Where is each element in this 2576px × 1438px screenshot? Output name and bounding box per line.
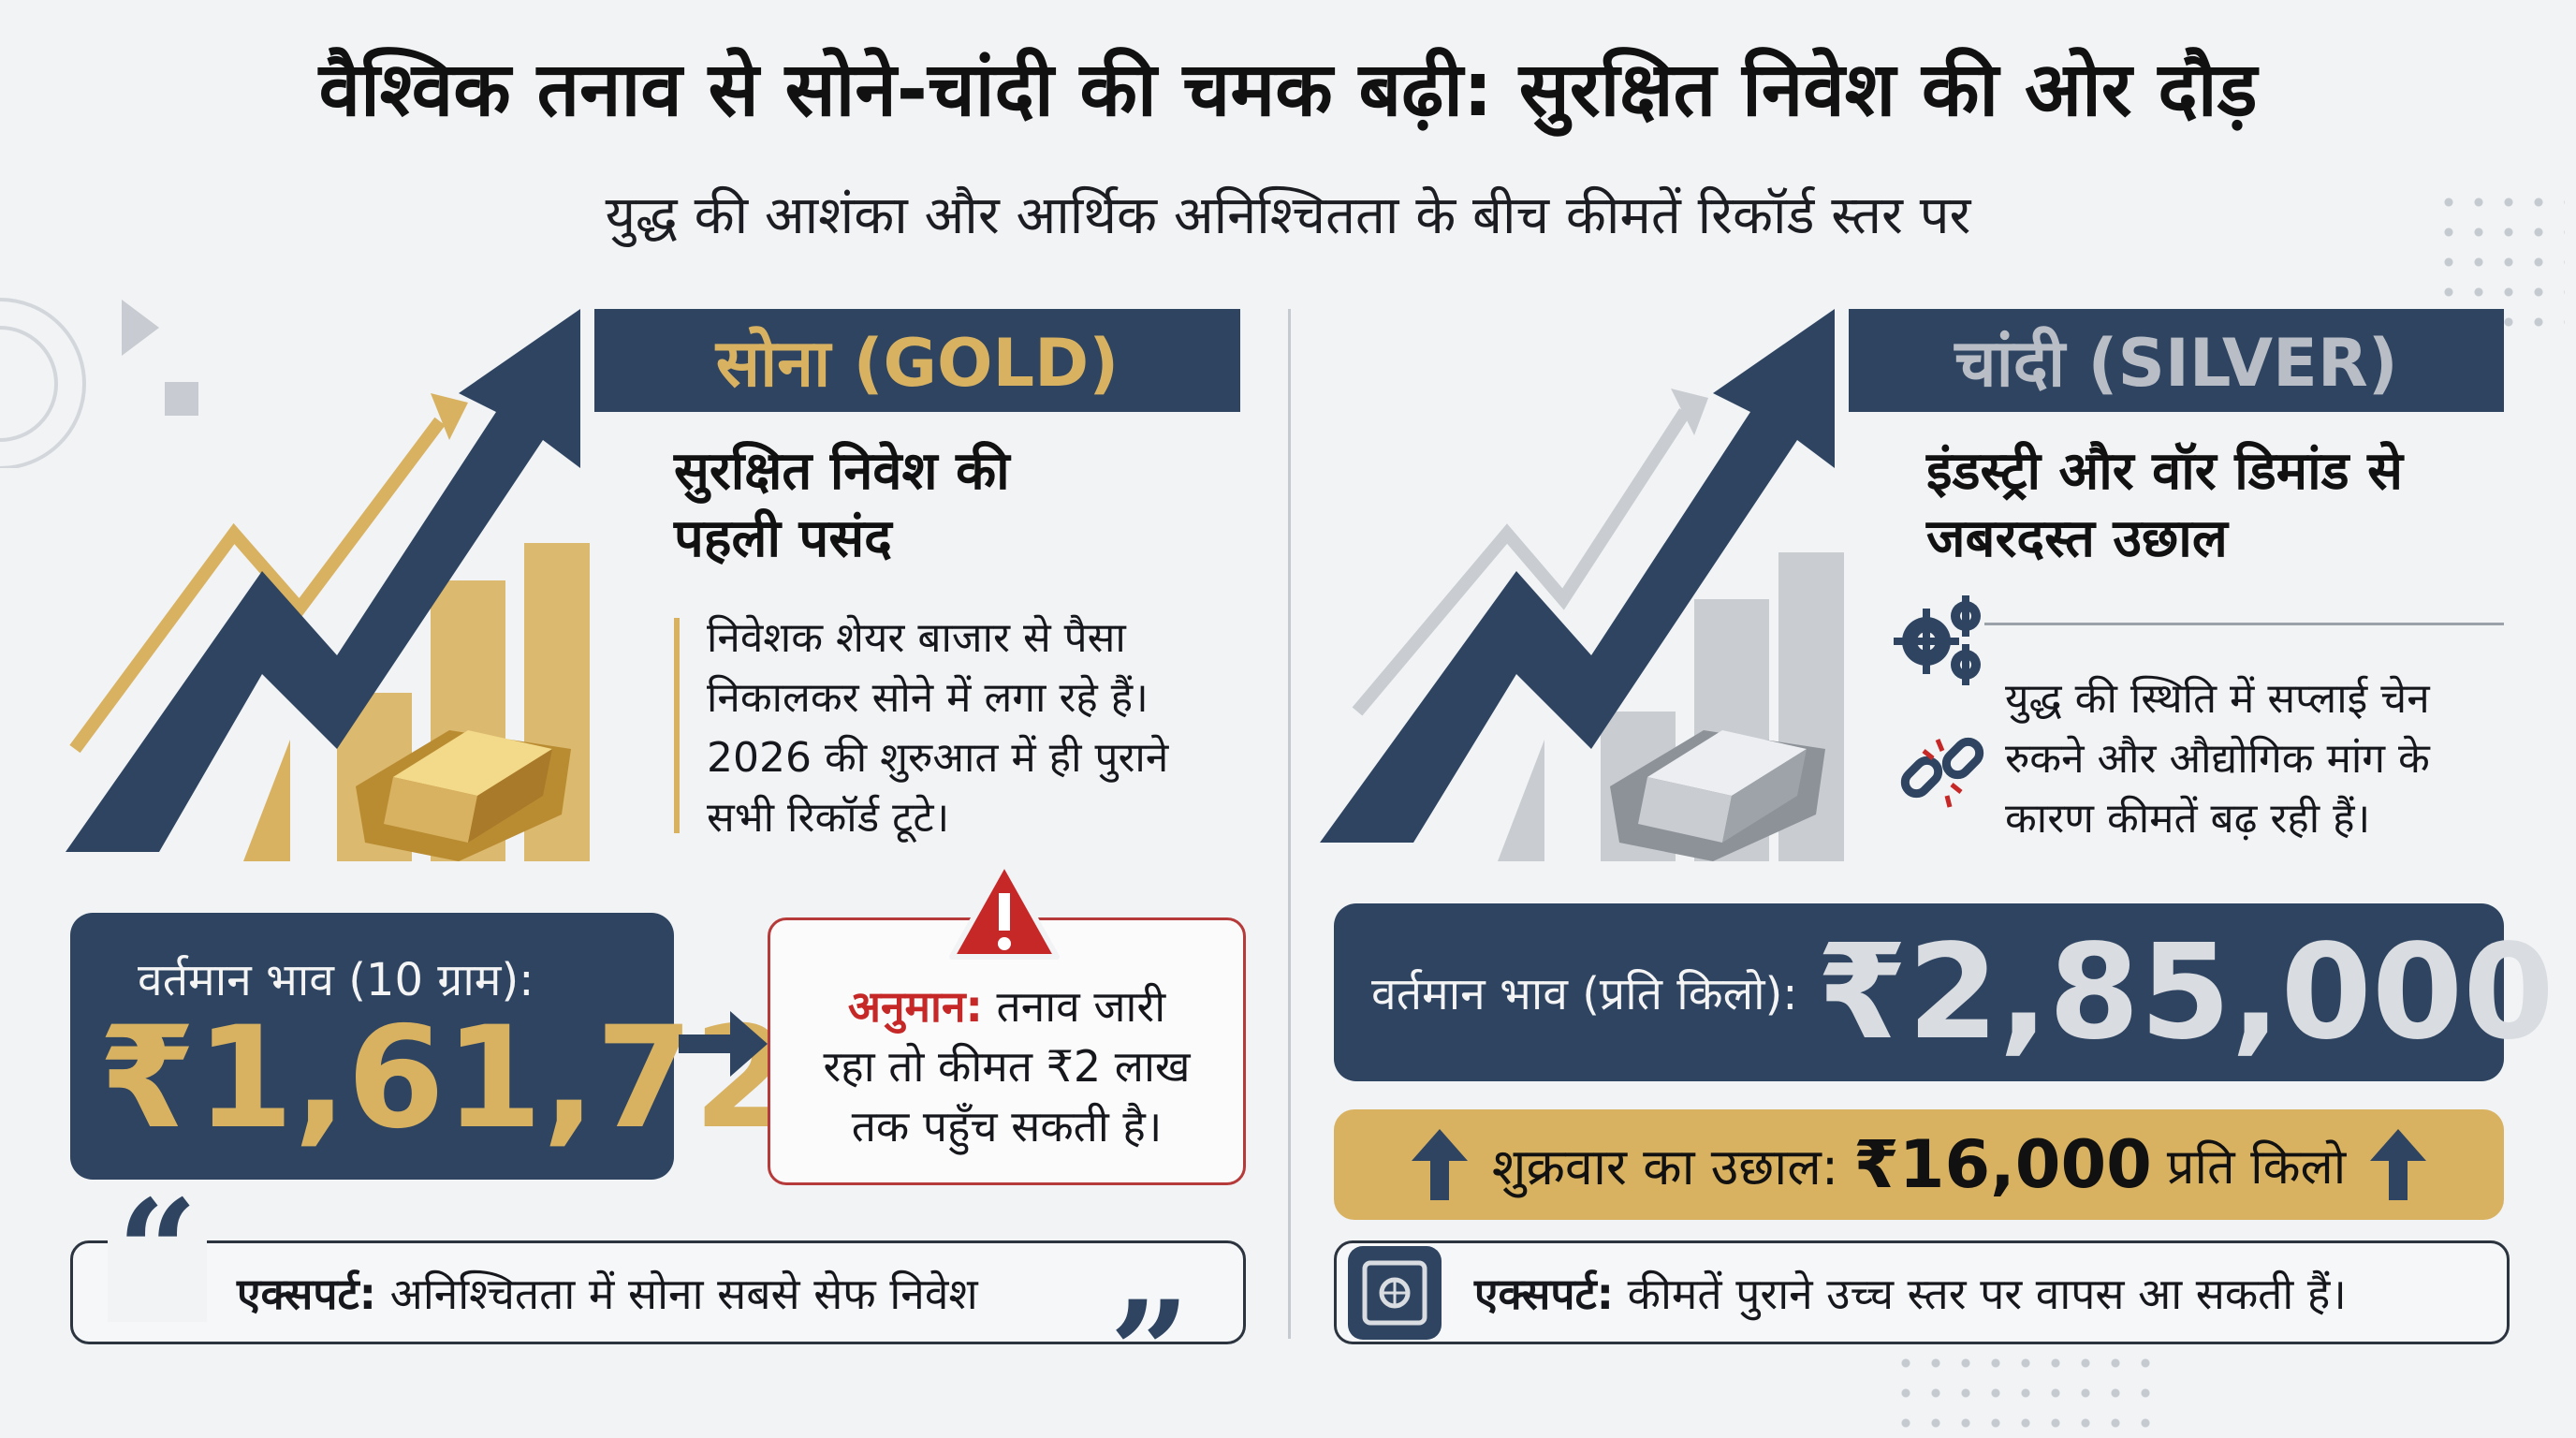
silver-quote-box: एक्सपर्ट: कीमतें पुराने उच्च स्तर पर वाप… xyxy=(1334,1240,2510,1344)
gold-quote-box: एक्सपर्ट: अनिश्चितता में सोना सबसे सेफ न… xyxy=(70,1240,1246,1344)
up-arrow-icon xyxy=(1411,1129,1468,1200)
gears-icon xyxy=(1894,595,1981,685)
silver-heading: इंडस्ट्री और वॉर डिमांड से जबरदस्त उछाल xyxy=(1926,438,2403,573)
gold-body-line: 2026 की शुरुआत में ही पुराने xyxy=(707,734,1169,782)
alert-prefix: अनुमान: xyxy=(847,981,983,1032)
jump-label: शुक्रवार का उछाल: xyxy=(1491,1137,1839,1196)
quote-close-icon: ” xyxy=(1109,1270,1191,1435)
alert-line2: रहा तो कीमत ₹2 लाख xyxy=(823,1041,1191,1092)
gold-alert-box: अनुमान: तनाव जारी रहा तो कीमत ₹2 लाख तक … xyxy=(768,917,1246,1185)
gold-price-box: वर्तमान भाव (10 ग्राम): ₹1,61,720 xyxy=(70,913,889,1180)
gold-heading: सुरक्षित निवेश की पहली पसंद xyxy=(674,438,1010,573)
quote-open-icon: “ xyxy=(108,1181,208,1322)
gold-bar-icon xyxy=(356,730,571,861)
broken-chain-icon xyxy=(1900,737,1984,808)
silver-bar-icon xyxy=(1610,730,1825,861)
silver-heading-line2: जबरदस्त उछाल xyxy=(1926,508,2228,569)
silver-quote-text: कीमतें पुराने उच्च स्तर पर वापस आ सकती ह… xyxy=(1614,1268,2347,1319)
jump-unit: प्रति किलो xyxy=(2166,1138,2347,1196)
silver-body-line: रुकने और औद्योगिक मांग के xyxy=(2005,735,2430,783)
gold-heading-line1: सुरक्षित निवेश की xyxy=(674,441,1010,502)
silver-body-line: कारण कीमतें बढ़ रही हैं। xyxy=(2005,795,2371,843)
silver-heading-line1: इंडस्ट्री और वॉर डिमांड से xyxy=(1926,441,2403,502)
decorative-dots-top-right xyxy=(2434,187,2565,328)
gold-quote-prefix: एक्सपर्ट: xyxy=(237,1268,377,1319)
silver-separator xyxy=(1984,623,2504,625)
silver-banner: चांदी (SILVER) xyxy=(1849,309,2504,412)
silver-quote-prefix: एक्सपर्ट: xyxy=(1474,1268,1615,1319)
jump-value: ₹16,000 xyxy=(1853,1126,2152,1203)
gold-price-label: वर्तमान भाव (10 ग्राम): xyxy=(138,954,534,1006)
up-arrow-icon xyxy=(2370,1129,2427,1200)
silver-body: युद्ध की स्थिति में सप्लाई चेन रुकने और … xyxy=(2005,669,2430,849)
gold-body-line: सभी रिकॉर्ड टूटे। xyxy=(707,794,950,842)
silver-price-box: वर्तमान भाव (प्रति किलो): ₹2,85,000 xyxy=(1334,903,2554,1081)
alert-line3: तक पहुँच सकती है। xyxy=(851,1101,1163,1152)
page-subtitle: युद्ध की आशंका और आर्थिक अनिश्चितता के ब… xyxy=(605,185,1971,246)
alert-line1: तनाव जारी xyxy=(982,981,1166,1032)
silver-body-line: युद्ध की स्थिति में सप्लाई चेन xyxy=(2005,675,2430,723)
center-divider xyxy=(1288,309,1291,1339)
decorative-shapes xyxy=(0,298,198,468)
silver-price-value: ₹2,85,000 xyxy=(1816,916,2554,1069)
silver-price-label: वर्तमान भाव (प्रति किलो): xyxy=(1371,967,1798,1020)
gold-banner: सोना (GOLD) xyxy=(594,309,1240,412)
gold-heading-line2: पहली पसंद xyxy=(674,508,892,569)
gold-body: निवेशक शेयर बाजार से पैसा निकालकर सोने म… xyxy=(707,609,1168,848)
page-title: वैश्विक तनाव से सोने-चांदी की चमक बढ़ी: … xyxy=(318,46,2258,133)
warning-icon xyxy=(949,860,1060,960)
right-arrow-icon xyxy=(679,1011,768,1077)
gold-body-accent xyxy=(674,618,680,833)
gold-price-value: ₹1,61,720 xyxy=(98,997,889,1160)
gold-quote-text: अनिश्चितता में सोना सबसे सेफ निवेश xyxy=(376,1268,978,1319)
silver-jump-box: शुक्रवार का उछाल: ₹16,000 प्रति किलो xyxy=(1334,1109,2504,1220)
decorative-dots-bottom-right xyxy=(1891,1348,2153,1432)
gold-body-line: निकालकर सोने में लगा रहे हैं। xyxy=(707,674,1149,722)
safe-icon xyxy=(1348,1245,1442,1340)
gold-body-line: निवेशक शेयर बाजार से पैसा xyxy=(707,614,1126,662)
